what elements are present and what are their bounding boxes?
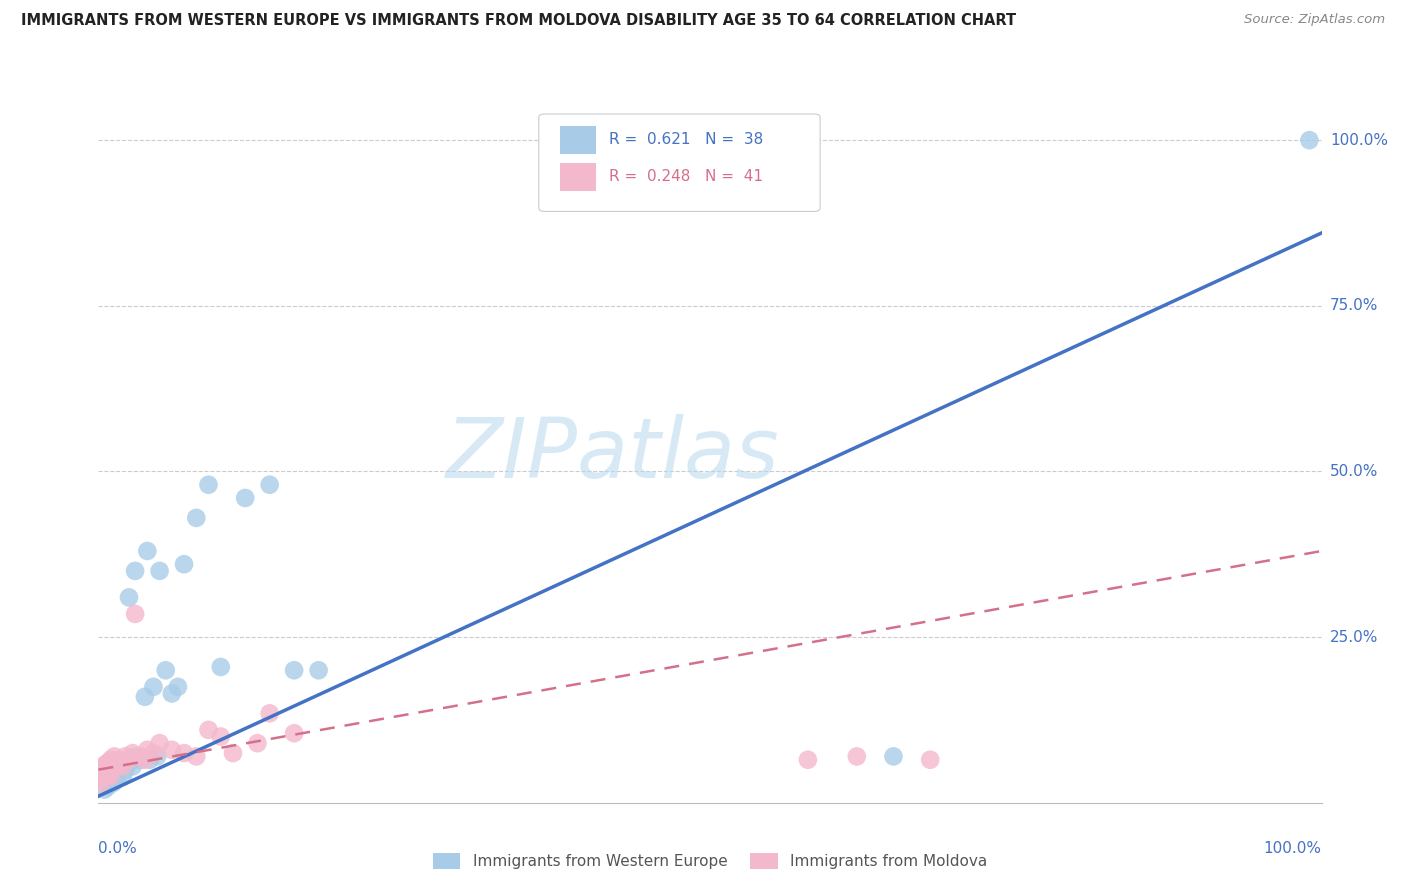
Point (100, 753, 122, 767)
Point (283, 726, 305, 740)
Point (146, 749, 169, 764)
Point (139, 753, 162, 767)
Point (103, 769, 125, 783)
Point (105, 772, 128, 787)
Point (209, 730, 232, 744)
Point (105, 766, 128, 780)
Point (105, 759, 128, 773)
Point (1298, 133, 1320, 147)
Point (149, 736, 172, 750)
Point (920, 753, 942, 767)
Point (129, 753, 152, 767)
Point (111, 759, 134, 773)
Point (134, 753, 156, 767)
Point (259, 477, 281, 491)
Text: Source: ZipAtlas.com: Source: ZipAtlas.com (1244, 13, 1385, 27)
Point (134, 690, 156, 704)
Point (97, 769, 120, 783)
Point (124, 749, 146, 764)
Point (160, 686, 183, 700)
Point (118, 753, 141, 767)
Point (124, 607, 146, 621)
Point (97, 779, 120, 793)
Point (246, 736, 269, 750)
Point (186, 511, 208, 525)
Point (209, 660, 232, 674)
Point (96, 766, 118, 780)
Point (93, 759, 115, 773)
Point (111, 769, 134, 783)
Point (129, 749, 152, 764)
Bar (560, 126, 596, 153)
Text: R =  0.248   N =  41: R = 0.248 N = 41 (609, 169, 762, 184)
Point (160, 743, 183, 757)
Point (93, 782, 115, 797)
Point (107, 753, 129, 767)
Point (186, 749, 208, 764)
Point (197, 477, 219, 491)
Point (100, 763, 122, 777)
Point (87, 772, 110, 787)
Point (167, 680, 190, 694)
Point (100, 759, 122, 773)
Point (155, 663, 177, 677)
Point (124, 564, 146, 578)
Text: IMMIGRANTS FROM WESTERN EUROPE VS IMMIGRANTS FROM MOLDOVA DISABILITY AGE 35 TO 6: IMMIGRANTS FROM WESTERN EUROPE VS IMMIGR… (21, 13, 1017, 29)
Text: 0.0%: 0.0% (98, 841, 138, 856)
Point (87, 766, 110, 780)
Point (136, 743, 159, 757)
Point (233, 491, 256, 505)
FancyBboxPatch shape (538, 114, 820, 211)
Point (173, 558, 195, 572)
Point (103, 749, 125, 764)
Point (797, 753, 820, 767)
Point (883, 749, 905, 764)
Point (114, 759, 136, 773)
Point (90, 776, 112, 790)
Point (283, 663, 305, 677)
Text: R =  0.621   N =  38: R = 0.621 N = 38 (609, 132, 762, 147)
Text: 75.0%: 75.0% (1330, 298, 1378, 313)
Point (91, 759, 114, 773)
Point (100, 769, 122, 783)
Point (110, 756, 132, 770)
Point (149, 564, 172, 578)
Point (121, 746, 143, 760)
Legend: Immigrants from Western Europe, Immigrants from Moldova: Immigrants from Western Europe, Immigran… (427, 847, 993, 875)
Point (136, 544, 159, 558)
Point (197, 723, 219, 737)
Point (308, 663, 330, 677)
Point (222, 746, 245, 760)
Point (101, 756, 124, 770)
Bar (560, 162, 596, 191)
Text: 100.0%: 100.0% (1264, 841, 1322, 856)
Text: 25.0%: 25.0% (1330, 630, 1378, 645)
Point (93, 769, 115, 783)
Point (118, 591, 141, 605)
Point (173, 746, 195, 760)
Text: ZIPatlas: ZIPatlas (446, 415, 779, 495)
Point (142, 746, 165, 760)
Point (110, 756, 132, 770)
Point (91, 769, 114, 783)
Point (114, 749, 136, 764)
Point (96, 776, 118, 790)
Point (118, 756, 141, 770)
Text: 50.0%: 50.0% (1330, 464, 1378, 479)
Point (845, 749, 868, 764)
Point (142, 680, 165, 694)
Point (121, 759, 143, 773)
Point (101, 776, 124, 790)
Point (97, 756, 120, 770)
Point (259, 706, 281, 721)
Text: 100.0%: 100.0% (1330, 133, 1388, 148)
Point (96, 756, 118, 770)
Point (114, 763, 136, 777)
Point (100, 772, 122, 787)
